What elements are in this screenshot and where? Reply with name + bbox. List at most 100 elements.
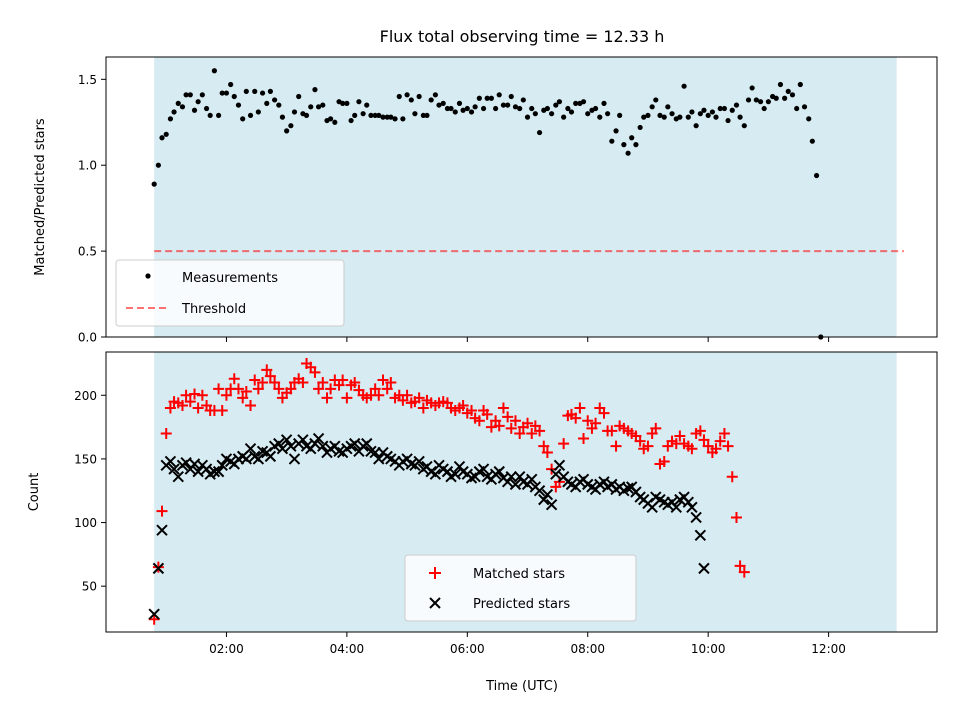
matched-star-marker — [642, 440, 654, 452]
top-panel: 0.0 0.5 1.0 1.5 Measurements Threshold Flux… — [33, 27, 938, 345]
measurement-point — [231, 93, 237, 100]
matched-star-marker — [497, 402, 509, 414]
matched-star-marker — [220, 389, 232, 401]
measurement-point — [211, 68, 217, 74]
predicted-star-marker — [541, 488, 554, 501]
matched-star-marker — [249, 374, 261, 386]
predicted-star-marker — [333, 445, 345, 457]
x-tick-label: 02:00 — [209, 642, 244, 656]
measurement-point — [216, 112, 222, 119]
matched-star-marker — [738, 566, 750, 578]
measurement-point — [252, 88, 258, 94]
measurement-point — [536, 129, 543, 136]
measurement-point — [493, 105, 499, 112]
measurement-point — [561, 114, 567, 120]
measurement-point — [303, 112, 310, 119]
predicted-star-marker — [429, 468, 442, 480]
matched-star-marker — [686, 443, 698, 455]
measurement-point — [428, 97, 434, 103]
measurement-point — [264, 100, 270, 106]
measurement-point — [601, 100, 607, 106]
legend-predicted-marker — [429, 597, 441, 609]
measurement-point — [356, 99, 362, 105]
matched-star-marker — [466, 405, 478, 417]
matched-star-marker — [377, 374, 389, 386]
top-x-ticks — [225, 337, 830, 342]
measurement-point — [380, 114, 386, 120]
measurement-point — [512, 104, 519, 110]
measurement-point — [255, 109, 261, 115]
measurement-point — [645, 112, 651, 119]
predicted-star-marker — [240, 453, 253, 465]
legend-matched-marker — [429, 567, 441, 579]
measurement-point — [621, 142, 627, 148]
matched-star-marker — [674, 430, 686, 442]
y-tick-label: 200 — [74, 389, 97, 403]
measurement-point — [240, 116, 246, 122]
matched-star-marker — [341, 392, 353, 404]
measurement-point — [689, 109, 695, 115]
matched-star-marker — [285, 383, 297, 395]
measurement-point — [806, 116, 812, 122]
measurement-point — [765, 99, 771, 105]
predicted-star-marker — [477, 463, 490, 475]
measurement-point — [757, 99, 764, 105]
measurement-point — [641, 114, 647, 120]
top-y-axis-label: Matched/Predicted stars — [33, 118, 48, 276]
measurement-point — [203, 105, 210, 112]
matched-star-marker — [237, 392, 249, 404]
measurement-point — [167, 116, 174, 122]
measurement-point — [761, 105, 767, 112]
measurement-point — [580, 99, 587, 105]
measurement-point — [416, 93, 422, 100]
predicted-star-marker — [172, 471, 184, 483]
predicted-star-marker — [148, 608, 160, 620]
measurement-point — [448, 105, 454, 112]
matched-star-marker — [196, 389, 208, 401]
measurement-point — [312, 87, 318, 93]
matched-star-marker — [714, 435, 726, 447]
measurement-point — [653, 97, 659, 103]
measurement-point — [396, 93, 402, 100]
matched-star-marker — [606, 425, 618, 437]
matched-star-marker — [570, 412, 582, 424]
measurement-point — [464, 105, 470, 112]
measurement-point — [701, 107, 707, 113]
predicted-star-marker — [622, 482, 634, 494]
predicted-star-marker — [509, 478, 522, 491]
matched-star-marker — [730, 511, 742, 523]
matched-star-marker — [734, 560, 746, 572]
matched-star-marker — [257, 377, 269, 389]
matched-star-marker — [184, 396, 196, 408]
matched-star-marker — [269, 377, 281, 389]
predicted-star-marker — [297, 434, 309, 446]
measurement-point — [223, 90, 230, 96]
chart-title: Flux total observing time = 12.33 h — [380, 27, 665, 46]
measurement-point — [247, 112, 254, 119]
predicted-star-marker — [690, 511, 702, 524]
measurement-point — [753, 97, 759, 103]
measurement-point — [705, 112, 711, 119]
matched-star-marker — [325, 383, 337, 395]
measurement-point — [472, 104, 478, 110]
x-tick-label: 10:00 — [691, 642, 726, 656]
measurement-point — [505, 102, 511, 108]
x-axis-label: Time (UTC) — [485, 679, 558, 694]
measurement-point — [685, 114, 691, 120]
measurement-point — [665, 104, 671, 110]
measurement-point — [544, 105, 550, 112]
measurement-point — [749, 85, 755, 91]
measurement-point — [228, 81, 234, 88]
measurement-point — [508, 93, 514, 100]
matched-star-marker — [509, 415, 521, 427]
measurement-point — [725, 117, 731, 124]
measurement-point — [785, 88, 791, 94]
matched-star-marker — [232, 383, 244, 395]
top-y-ticks: 0.0 0.5 1.0 1.5 — [78, 73, 106, 345]
measurement-point — [741, 123, 747, 129]
top-legend: Measurements Threshold — [115, 259, 345, 327]
predicted-star-marker — [244, 443, 257, 455]
matched-star-marker — [337, 374, 349, 386]
matched-star-marker — [216, 405, 228, 417]
